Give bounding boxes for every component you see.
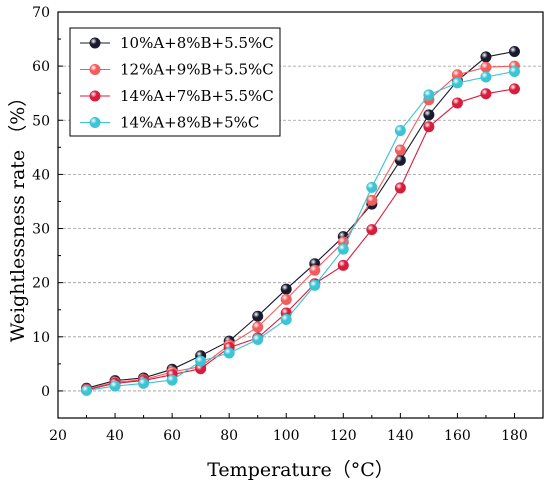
data-point xyxy=(423,89,435,101)
data-point xyxy=(508,66,520,78)
data-point xyxy=(309,279,321,291)
y-axis-title: Weightlessness rate （%） xyxy=(7,88,29,343)
y-tick-label: 30 xyxy=(32,222,50,238)
data-point xyxy=(508,46,520,58)
data-point xyxy=(166,374,178,386)
series-line xyxy=(86,88,515,391)
legend-label: 14%A+7%B+5.5%C xyxy=(120,87,274,105)
data-point xyxy=(109,380,121,392)
data-point xyxy=(423,109,435,121)
series-line xyxy=(86,70,515,391)
legend: 10%A+8%B+5.5%C 12%A+9%B+5.5%C 14%A+7%B+5.5… xyxy=(69,27,281,137)
data-point xyxy=(195,355,207,367)
x-tick-label: 160 xyxy=(444,428,471,444)
data-point xyxy=(451,97,463,109)
x-axis-title: Temperature（°C） xyxy=(207,459,394,481)
legend-item: 14%A+8%B+5%C xyxy=(80,114,259,132)
x-tick-label: 140 xyxy=(387,428,414,444)
legend-marker xyxy=(89,117,101,129)
data-point xyxy=(480,61,492,73)
legend-marker xyxy=(89,37,101,49)
x-tick-label: 120 xyxy=(330,428,357,444)
legend-label: 10%A+8%B+5.5%C xyxy=(120,34,274,52)
y-tick-label: 50 xyxy=(32,113,50,129)
data-point xyxy=(366,181,378,193)
y-tick-label: 70 xyxy=(32,5,50,21)
y-tick-label: 0 xyxy=(41,384,50,400)
legend-marker xyxy=(89,90,101,102)
data-point xyxy=(366,194,378,206)
x-tick-label: 20 xyxy=(49,428,67,444)
data-point xyxy=(508,83,520,95)
data-point xyxy=(252,334,264,346)
data-point xyxy=(252,321,264,333)
y-tick-label: 60 xyxy=(32,59,50,75)
legend-box xyxy=(69,27,281,137)
legend-item: 14%A+7%B+5.5%C xyxy=(80,87,274,105)
data-point xyxy=(394,182,406,194)
data-point xyxy=(394,144,406,156)
y-tick-label: 20 xyxy=(32,276,50,292)
data-point xyxy=(451,77,463,89)
data-point xyxy=(280,293,292,305)
legend-item: 12%A+9%B+5.5%C xyxy=(80,61,274,79)
data-point xyxy=(480,88,492,100)
legend-label: 12%A+9%B+5.5%C xyxy=(120,61,274,79)
data-point xyxy=(337,243,349,255)
y-tick-label: 10 xyxy=(32,330,50,346)
data-point xyxy=(138,377,150,389)
x-tick-label: 60 xyxy=(163,428,181,444)
legend-marker xyxy=(89,64,101,76)
series-4 xyxy=(81,66,520,396)
data-point xyxy=(480,71,492,83)
series-layer xyxy=(81,46,520,396)
x-tick-label: 180 xyxy=(501,428,528,444)
x-tick-label: 80 xyxy=(220,428,238,444)
data-point xyxy=(81,384,93,396)
series-line xyxy=(86,65,515,390)
plot-frame xyxy=(57,11,544,419)
data-point xyxy=(252,310,264,322)
x-tick-label: 40 xyxy=(106,428,124,444)
data-point xyxy=(480,51,492,63)
data-point xyxy=(423,121,435,133)
axis-ticks: 20 40 60 80 100 120 140 160 180 0 10 20 30 40 50 60 70 xyxy=(32,5,528,444)
data-point xyxy=(309,264,321,276)
data-point xyxy=(394,125,406,137)
data-point xyxy=(337,259,349,271)
data-point xyxy=(223,347,235,359)
x-tick-label: 100 xyxy=(273,428,300,444)
y-tick-label: 40 xyxy=(32,167,50,183)
data-point xyxy=(280,283,292,295)
legend-item: 10%A+8%B+5.5%C xyxy=(80,34,274,52)
legend-label: 14%A+8%B+5%C xyxy=(120,114,259,132)
data-point xyxy=(280,313,292,325)
series-line xyxy=(86,50,515,389)
data-point xyxy=(366,224,378,236)
